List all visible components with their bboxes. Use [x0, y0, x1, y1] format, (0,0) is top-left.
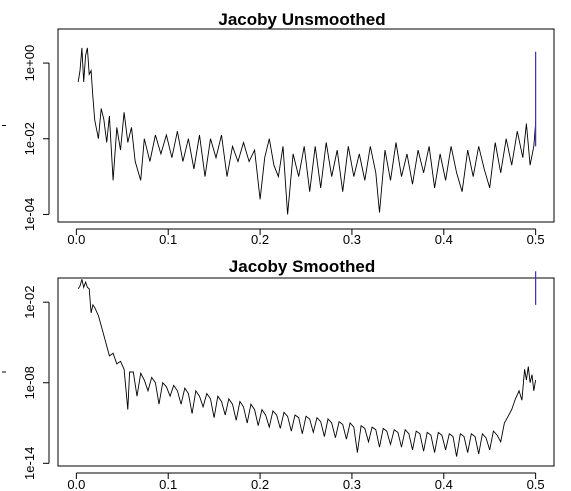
- data-line: [77, 47, 537, 215]
- x-tick-label: 0.2: [251, 232, 269, 247]
- plot-frame: [57, 28, 555, 223]
- x-tick-label: 0.3: [343, 232, 361, 247]
- chart-panel-smoothed: Jacoby Smoothed 0.0 0.1 0.2 0.3 0.4 0.5 1e-02 1…: [2, 257, 555, 491]
- data-line: [77, 279, 537, 457]
- x-tick-label: 0.4: [435, 477, 453, 491]
- x-tick-label: 0.0: [67, 477, 85, 491]
- y-tick-label: 1e-04: [22, 198, 37, 231]
- y-tick-label: 1e-14: [22, 447, 37, 480]
- plot-frame: [57, 277, 555, 467]
- x-tick-label: 0.5: [527, 477, 545, 491]
- x-tick-label: 0.1: [159, 232, 177, 247]
- y-tick-label: 1e-08: [22, 366, 37, 399]
- x-tick-label: 0.3: [343, 477, 361, 491]
- x-tick-label: 0.0: [67, 232, 85, 247]
- y-tick-label: 1e-02: [22, 122, 37, 155]
- x-tick-label: 0.5: [527, 232, 545, 247]
- chart-panel-unsmoothed: Jacoby Unsmoothed 0.0 0.1 0.2 0.3 0.4 0.5 1e+0…: [2, 10, 555, 247]
- x-tick-label: 0.2: [251, 477, 269, 491]
- y-tick-label: 1e+00: [22, 45, 37, 82]
- x-tick-label: 0.1: [159, 477, 177, 491]
- chart-title: Jacoby Smoothed: [229, 257, 375, 276]
- x-tick-label: 0.4: [435, 232, 453, 247]
- y-tick-label: 1e-02: [22, 286, 37, 319]
- chart-title: Jacoby Unsmoothed: [218, 10, 385, 29]
